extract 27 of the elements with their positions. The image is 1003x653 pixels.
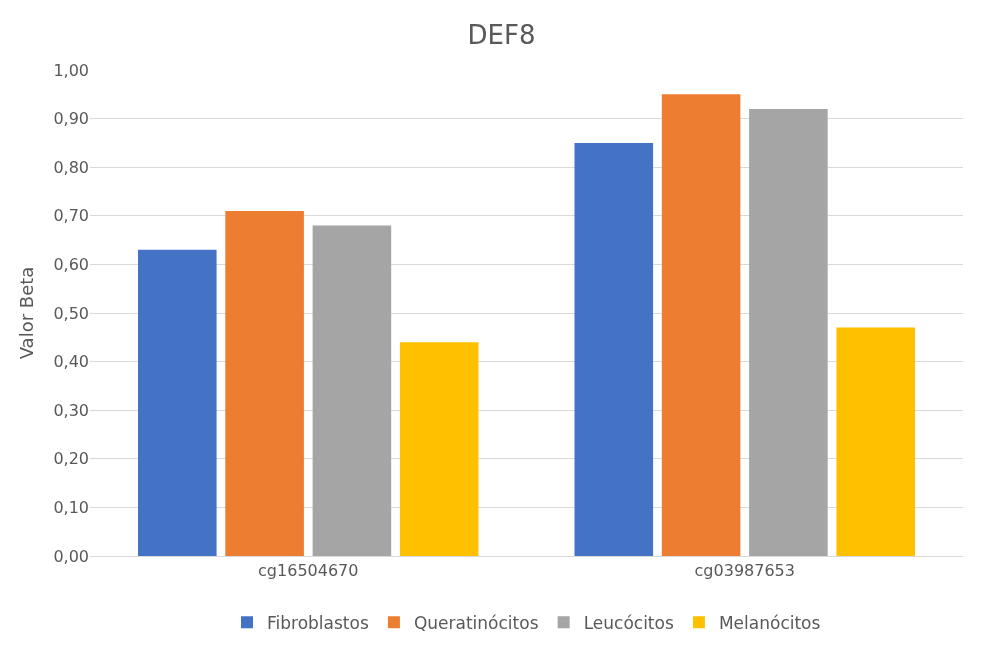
y-tick-label: 0,10 xyxy=(53,498,89,517)
bar xyxy=(749,108,828,556)
x-tick-label: cg03987653 xyxy=(694,561,795,581)
y-tick-label: 0,20 xyxy=(53,449,89,469)
y-tick-label: 0,30 xyxy=(53,400,89,420)
y-tick-label: 0,40 xyxy=(53,352,89,372)
legend-label: Fibroblastos xyxy=(267,612,369,633)
bar xyxy=(399,342,479,556)
y-tick-label: 0,80 xyxy=(53,157,89,177)
x-tick-label: cg16504670 xyxy=(258,561,359,581)
y-tick-label: 1,00 xyxy=(53,60,89,80)
bar xyxy=(138,249,217,556)
bar xyxy=(836,327,915,556)
bar xyxy=(312,225,392,556)
y-tick-label: 0,90 xyxy=(53,109,89,129)
y-axis-title: Valor Beta xyxy=(15,266,37,360)
legend-label: Queratinócitos xyxy=(413,612,539,633)
y-tick-label: 0,60 xyxy=(53,255,89,274)
bar xyxy=(225,210,304,556)
legend-label: Melanócitos xyxy=(718,612,821,633)
y-tick-label: 0,70 xyxy=(53,206,89,226)
chart-title: DEF8 xyxy=(467,20,536,51)
y-tick-label: 0,50 xyxy=(53,303,89,323)
bar xyxy=(661,94,741,556)
bar xyxy=(574,142,654,556)
y-tick-label: 0,00 xyxy=(53,546,89,566)
legend-label: Leucócitos xyxy=(583,612,674,633)
